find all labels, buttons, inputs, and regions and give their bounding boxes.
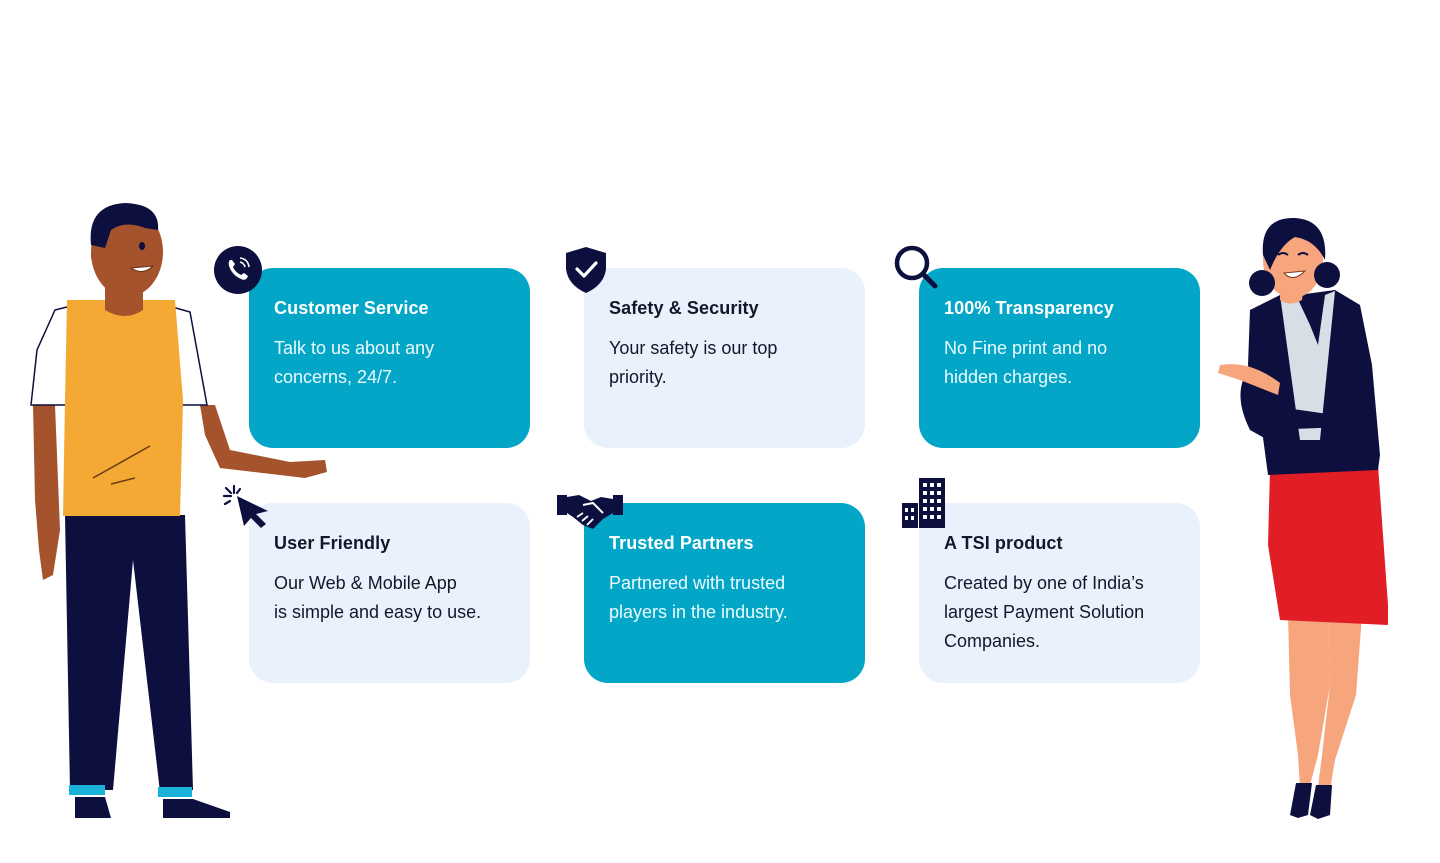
feature-card-user-friendly: User Friendly Our Web & Mobile App is si…	[249, 503, 530, 683]
card-title: 100% Transparency	[944, 298, 1114, 318]
card-title: A TSI product	[944, 533, 1063, 553]
card-description: Talk to us about any concerns, 24/7.	[274, 338, 435, 387]
card-title: User Friendly	[274, 533, 391, 553]
cursor-click-icon	[222, 484, 268, 528]
feature-card-safety-security: Safety & Security Your safety is our top…	[584, 268, 865, 448]
phone-icon	[214, 246, 262, 294]
card-description: Our Web & Mobile App is simple and easy …	[274, 573, 482, 622]
feature-card-customer-service: Customer Service Talk to us about any co…	[249, 268, 530, 448]
building-icon	[902, 478, 945, 528]
card-description: Partnered with trusted players in the in…	[609, 573, 788, 622]
handshake-icon	[557, 495, 623, 529]
card-description: No Fine print and no hidden charges.	[944, 338, 1108, 387]
magnifier-icon	[894, 245, 938, 289]
card-title: Safety & Security	[609, 298, 759, 318]
feature-card-transparency: 100% Transparency No Fine print and no h…	[919, 268, 1200, 448]
card-description: Created by one of India’s largest Paymen…	[944, 573, 1145, 651]
shield-check-icon	[566, 247, 606, 293]
card-title: Customer Service	[274, 298, 429, 318]
feature-card-trusted-partners: Trusted Partners Partnered with trusted …	[584, 503, 865, 683]
feature-card-tsi-product: A TSI product Created by one of India’s …	[919, 503, 1200, 683]
card-description: Your safety is our top priority.	[609, 338, 778, 387]
man-illustration	[30, 203, 327, 818]
card-title: Trusted Partners	[609, 533, 754, 553]
